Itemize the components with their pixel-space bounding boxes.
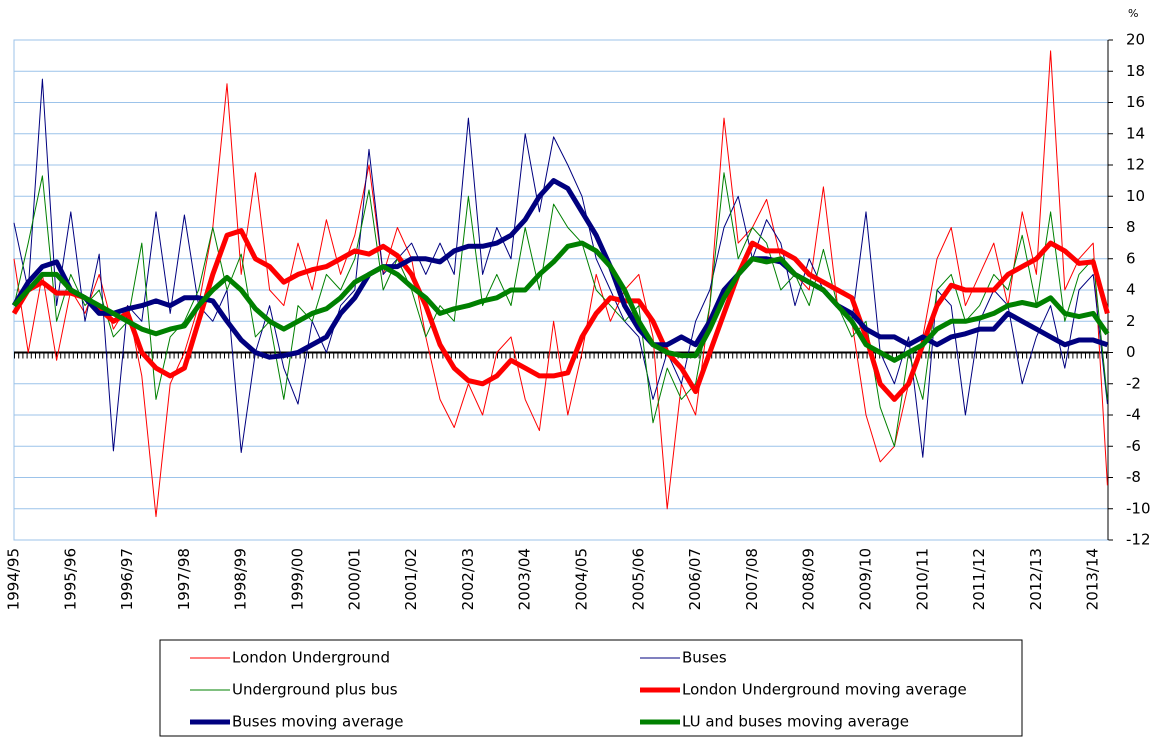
x-tick-label: 2010/11 [913,548,931,610]
legend-label: Buses [682,649,727,667]
series-line [12,240,1110,363]
y-tick-label: -6 [1126,437,1141,455]
x-tick-label: 1994/95 [5,548,23,610]
y-unit: % [1128,7,1138,20]
x-tick-label: 1995/96 [61,548,79,610]
x-tick-label: 2006/07 [686,548,704,610]
y-tick-label: 6 [1126,249,1136,267]
series-line [13,78,1108,458]
x-tick-label: 2011/12 [970,548,988,610]
series-line [13,172,1108,447]
legend [159,639,1023,737]
y-tick-label: -12 [1126,531,1151,549]
y-tick-label: -4 [1126,406,1141,424]
x-tick-label: 2001/02 [402,548,420,610]
x-tick-label: 2004/05 [573,548,591,610]
series-line [11,178,1109,360]
y-tick-label: 18 [1126,62,1145,80]
y-tick-label: -8 [1126,468,1141,486]
legend-label: London Underground [232,649,390,667]
x-tick-label: 2009/10 [857,548,875,610]
series-line [13,50,1108,518]
x-tick-label: 1997/98 [175,548,193,610]
y-tick-label: 0 [1126,343,1136,361]
x-tick-label: 1999/00 [289,548,307,610]
legend-label: Underground plus bus [232,681,398,699]
y-tick-label: -2 [1126,374,1141,392]
y-tick-label: 8 [1126,218,1136,236]
y-tick-label: -10 [1126,499,1151,517]
y-tick-label: 12 [1126,156,1145,174]
x-tick-label: 2000/01 [345,548,363,610]
y-tick-label: 2 [1126,312,1136,330]
x-tick-label: 1996/97 [118,548,136,610]
y-tick-label: 20 [1126,31,1145,49]
x-tick-label: 2007/08 [743,548,761,610]
x-tick-label: 2013/14 [1084,548,1102,610]
y-tick-label: 4 [1126,281,1136,299]
x-tick-label: 1998/99 [232,548,250,610]
x-tick-label: 2008/09 [800,548,818,610]
y-tick-label: 10 [1126,187,1145,205]
legend-label: Buses moving average [232,713,403,731]
x-tick-label: 2005/06 [629,548,647,610]
x-tick-label: 2012/13 [1027,548,1045,610]
legend-label: LU and buses moving average [682,713,909,731]
legend-label: London Underground moving average [682,681,967,699]
y-tick-label: 16 [1126,93,1145,111]
x-tick-label: 2002/03 [459,548,477,610]
y-tick-label: 14 [1126,124,1145,142]
x-tick-label: 2003/04 [516,548,534,610]
